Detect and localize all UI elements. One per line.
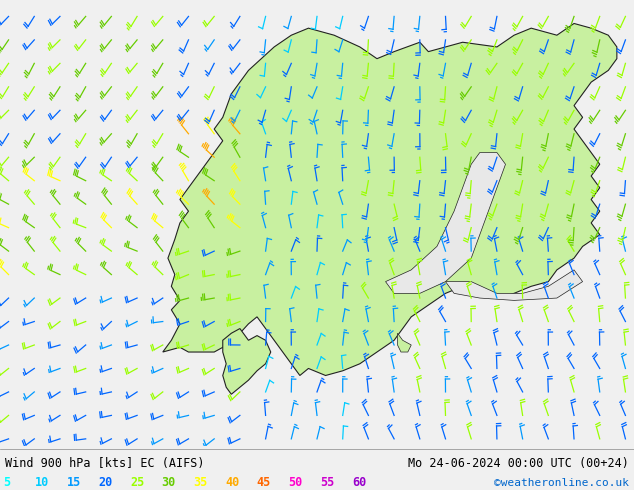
Polygon shape — [385, 152, 505, 294]
Text: Mo 24-06-2024 00:00 UTC (00+24): Mo 24-06-2024 00:00 UTC (00+24) — [408, 457, 629, 470]
Text: 20: 20 — [98, 476, 112, 489]
Text: 10: 10 — [35, 476, 49, 489]
Text: 60: 60 — [352, 476, 366, 489]
Polygon shape — [446, 270, 583, 300]
Text: 30: 30 — [162, 476, 176, 489]
Text: 45: 45 — [257, 476, 271, 489]
Text: ©weatheronline.co.uk: ©weatheronline.co.uk — [494, 477, 629, 488]
Polygon shape — [163, 24, 617, 375]
Text: Wind 900 hPa [kts] EC (AIFS): Wind 900 hPa [kts] EC (AIFS) — [5, 457, 205, 470]
Text: 15: 15 — [67, 476, 81, 489]
Text: 5: 5 — [3, 476, 10, 489]
Text: 35: 35 — [193, 476, 207, 489]
Text: 40: 40 — [225, 476, 239, 489]
Polygon shape — [223, 329, 271, 394]
Text: 50: 50 — [288, 476, 302, 489]
Text: 55: 55 — [320, 476, 334, 489]
Polygon shape — [398, 333, 411, 352]
Text: 25: 25 — [130, 476, 144, 489]
